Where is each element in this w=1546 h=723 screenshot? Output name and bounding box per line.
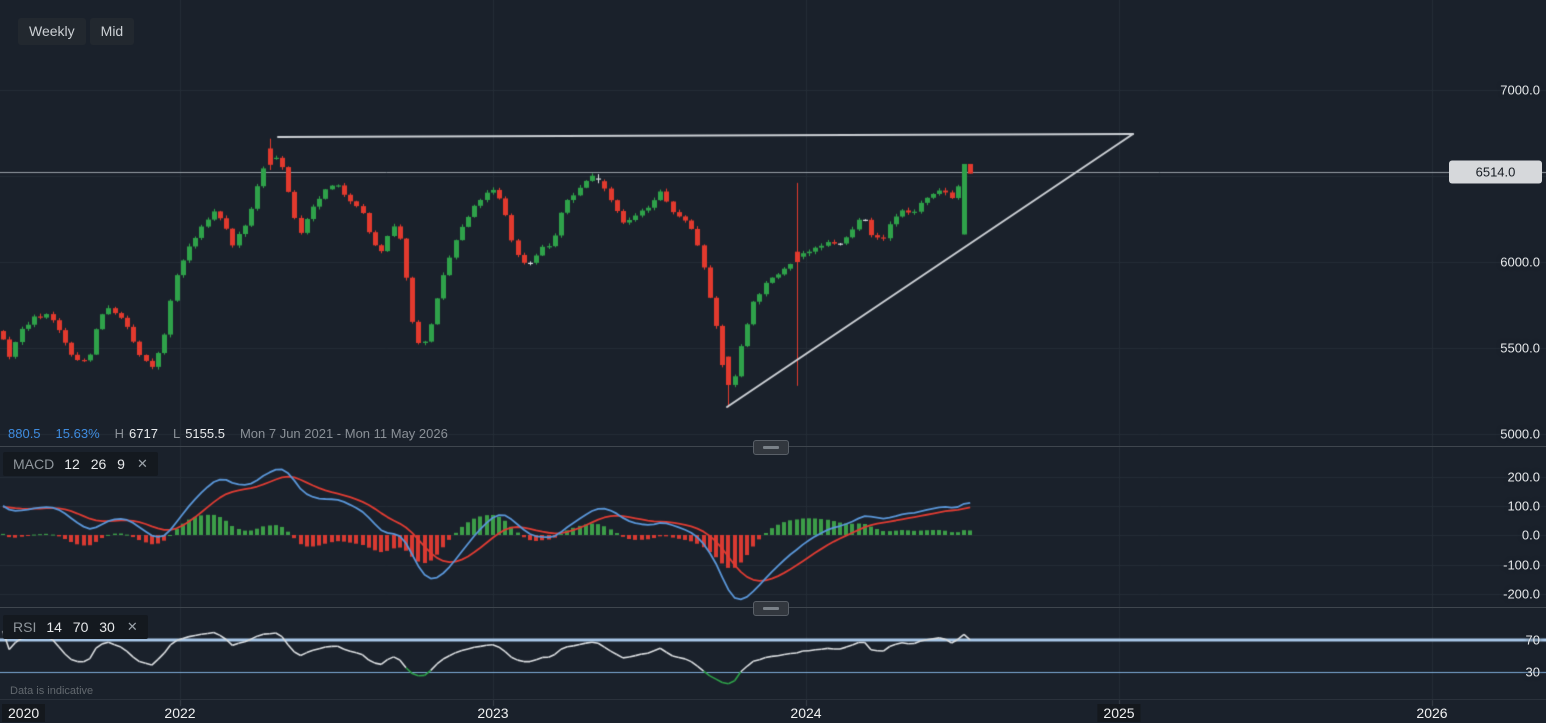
rsi-label: RSI bbox=[13, 619, 37, 635]
macd-axis-label: -200.0 bbox=[1503, 586, 1540, 602]
price-axis-label: 5500.0 bbox=[1500, 340, 1540, 356]
chart-settings-bar: Weekly Mid bbox=[18, 18, 135, 45]
rsi-pane-resize-handle[interactable] bbox=[753, 601, 789, 616]
rsi-close-icon[interactable]: ✕ bbox=[126, 619, 138, 634]
rsi-params: 14 70 30 bbox=[46, 619, 115, 635]
time-axis-label: 2022 bbox=[164, 705, 196, 721]
high-value: 6717 bbox=[129, 426, 158, 441]
macd-axis-label: 100.0 bbox=[1507, 498, 1540, 514]
rsi-indicator-header: RSI 14 70 30 ✕ bbox=[3, 615, 148, 639]
high-label: H bbox=[114, 426, 125, 441]
macd-indicator-header: MACD 12 26 9 ✕ bbox=[3, 452, 158, 476]
handle-grip-icon bbox=[763, 446, 779, 449]
price-info-bar: 880.5 15.63% H 6717 L 5155.5 Mon 7 Jun 2… bbox=[8, 426, 448, 441]
price-type-button[interactable]: Mid bbox=[89, 18, 135, 45]
disclaimer-text: Data is indicative bbox=[10, 685, 94, 697]
price-axis-label: 5000.0 bbox=[1500, 426, 1540, 442]
macd-close-icon[interactable]: ✕ bbox=[136, 456, 148, 471]
low-value: 5155.5 bbox=[185, 426, 225, 441]
price-axis-label: 7000.0 bbox=[1500, 82, 1540, 98]
time-axis-label: 2023 bbox=[477, 705, 509, 721]
time-axis-border bbox=[0, 699, 1546, 700]
macd-axis-label: 200.0 bbox=[1507, 469, 1540, 485]
high-stat: H 6717 bbox=[115, 426, 158, 441]
time-axis-label: 2020 bbox=[2, 704, 46, 722]
low-label: L bbox=[172, 426, 181, 441]
handle-grip-icon bbox=[763, 607, 779, 610]
macd-params: 12 26 9 bbox=[64, 456, 125, 472]
macd-label: MACD bbox=[13, 456, 55, 472]
macd-axis-label: -100.0 bbox=[1503, 557, 1540, 573]
time-axis-label: 2026 bbox=[1416, 705, 1448, 721]
timeframe-button[interactable]: Weekly bbox=[18, 18, 86, 45]
time-axis-label: 2024 bbox=[790, 705, 822, 721]
price-axis-label: 6000.0 bbox=[1500, 254, 1540, 270]
rsi-axis-label: 70 bbox=[1525, 632, 1540, 648]
date-range: Mon 7 Jun 2021 - Mon 11 May 2026 bbox=[239, 426, 448, 441]
macd-axis-label: 0.0 bbox=[1521, 527, 1540, 543]
change-percent: 15.63% bbox=[55, 426, 100, 441]
macd-pane-resize-handle[interactable] bbox=[753, 440, 789, 455]
time-axis-label: 2025 bbox=[1097, 704, 1141, 722]
current-price-label: 6514.0 bbox=[1449, 160, 1542, 184]
low-stat: L 5155.5 bbox=[173, 426, 225, 441]
change-value: 880.5 bbox=[8, 426, 41, 441]
rsi-axis-label: 30 bbox=[1525, 664, 1540, 680]
